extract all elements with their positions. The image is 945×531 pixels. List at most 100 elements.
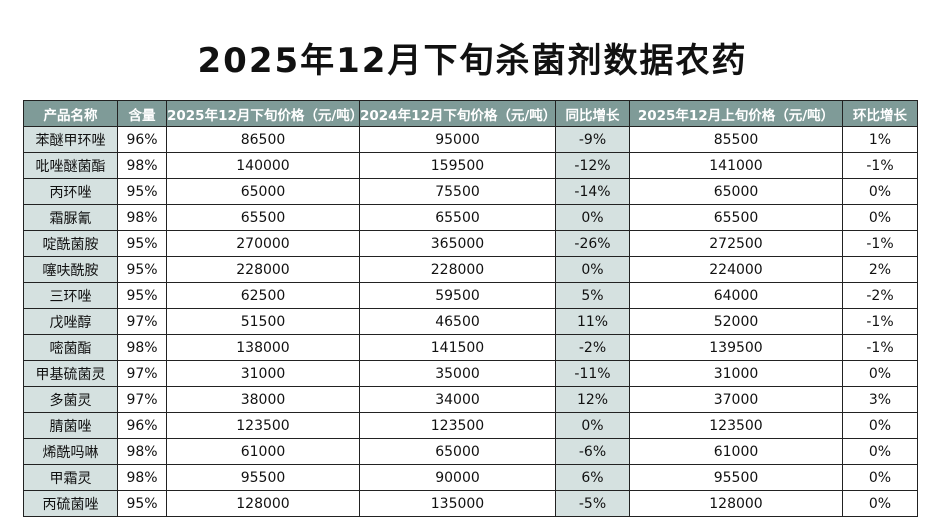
price-2024-late-dec-cell: 95000 [359,126,556,153]
table-row: 嘧菌酯 98% 138000 141500 -2% 139500 -1% [23,334,918,361]
table-row: 吡唑醚菌酯 98% 140000 159500 -12% 141000 -1% [23,152,918,179]
table-row: 烯酰吗啉 98% 61000 65000 -6% 61000 0% [23,438,918,465]
mom-growth-cell: -1% [842,152,918,179]
price-2024-late-dec-cell: 65500 [359,204,556,231]
product-name-cell: 腈菌唑 [23,412,118,439]
product-name-cell: 噻呋酰胺 [23,256,118,283]
product-name-cell: 啶酰菌胺 [23,230,118,257]
price-2025-late-dec-cell: 86500 [166,126,360,153]
yoy-growth-cell: -5% [555,490,630,517]
price-2025-early-dec-cell: 61000 [629,438,843,465]
column-header-yoy-growth: 同比增长 [555,100,630,127]
price-2025-early-dec-cell: 64000 [629,282,843,309]
price-2025-late-dec-cell: 123500 [166,412,360,439]
table-row: 霜脲氰 98% 65500 65500 0% 65500 0% [23,204,918,231]
price-2025-early-dec-cell: 141000 [629,152,843,179]
content-cell: 96% [117,412,167,439]
yoy-growth-cell: -9% [555,126,630,153]
content-cell: 98% [117,334,167,361]
content-cell: 95% [117,490,167,517]
price-2025-early-dec-cell: 65000 [629,178,843,205]
price-2025-early-dec-cell: 85500 [629,126,843,153]
price-2024-late-dec-cell: 123500 [359,412,556,439]
price-2025-late-dec-cell: 128000 [166,490,360,517]
yoy-growth-cell: 11% [555,308,630,335]
column-header-product: 产品名称 [23,100,118,127]
price-2025-late-dec-cell: 31000 [166,360,360,387]
content-cell: 95% [117,230,167,257]
table-row: 噻呋酰胺 95% 228000 228000 0% 224000 2% [23,256,918,283]
price-2025-late-dec-cell: 65500 [166,204,360,231]
price-2025-early-dec-cell: 37000 [629,386,843,413]
table-row: 腈菌唑 96% 123500 123500 0% 123500 0% [23,412,918,439]
content-cell: 96% [117,126,167,153]
table-header-row: 产品名称 含量 2025年12月下旬价格（元/吨） 2024年12月下旬价格（元… [23,100,918,127]
yoy-growth-cell: 5% [555,282,630,309]
yoy-growth-cell: -12% [555,152,630,179]
product-name-cell: 多菌灵 [23,386,118,413]
product-name-cell: 丙环唑 [23,178,118,205]
content-cell: 97% [117,308,167,335]
mom-growth-cell: 0% [842,490,918,517]
price-2024-late-dec-cell: 35000 [359,360,556,387]
table-row: 多菌灵 97% 38000 34000 12% 37000 3% [23,386,918,413]
table-row: 苯醚甲环唑 96% 86500 95000 -9% 85500 1% [23,126,918,153]
content-cell: 98% [117,204,167,231]
page-title: 2025年12月下旬杀菌剂数据农药 [197,41,748,81]
price-2025-late-dec-cell: 95500 [166,464,360,491]
mom-growth-cell: 3% [842,386,918,413]
content-cell: 98% [117,438,167,465]
price-2024-late-dec-cell: 228000 [359,256,556,283]
content-cell: 97% [117,386,167,413]
table-body: 苯醚甲环唑 96% 86500 95000 -9% 85500 1% 吡唑醚菌酯 98% 1400… [23,126,918,517]
yoy-growth-cell: 6% [555,464,630,491]
table-row: 丙环唑 95% 65000 75500 -14% 65000 0% [23,178,918,205]
mom-growth-cell: -1% [842,334,918,361]
price-2024-late-dec-cell: 46500 [359,308,556,335]
product-name-cell: 霜脲氰 [23,204,118,231]
yoy-growth-cell: 0% [555,256,630,283]
price-2025-late-dec-cell: 38000 [166,386,360,413]
mom-growth-cell: -1% [842,308,918,335]
price-2024-late-dec-cell: 34000 [359,386,556,413]
mom-growth-cell: 0% [842,204,918,231]
product-name-cell: 吡唑醚菌酯 [23,152,118,179]
product-name-cell: 三环唑 [23,282,118,309]
yoy-growth-cell: -11% [555,360,630,387]
price-2025-early-dec-cell: 31000 [629,360,843,387]
price-table: 产品名称 含量 2025年12月下旬价格（元/吨） 2024年12月下旬价格（元… [23,100,918,517]
price-2025-late-dec-cell: 51500 [166,308,360,335]
price-2025-late-dec-cell: 228000 [166,256,360,283]
table-row: 甲基硫菌灵 97% 31000 35000 -11% 31000 0% [23,360,918,387]
table-row: 丙硫菌唑 95% 128000 135000 -5% 128000 0% [23,490,918,517]
price-2025-late-dec-cell: 65000 [166,178,360,205]
yoy-growth-cell: 12% [555,386,630,413]
product-name-cell: 戊唑醇 [23,308,118,335]
column-header-price-2024-late-dec: 2024年12月下旬价格（元/吨） [359,100,556,127]
product-name-cell: 甲基硫菌灵 [23,360,118,387]
mom-growth-cell: 0% [842,178,918,205]
column-header-mom-growth: 环比增长 [842,100,918,127]
column-header-price-2025-early-dec: 2025年12月上旬价格（元/吨） [629,100,843,127]
product-name-cell: 甲霜灵 [23,464,118,491]
product-name-cell: 嘧菌酯 [23,334,118,361]
yoy-growth-cell: 0% [555,204,630,231]
yoy-growth-cell: -2% [555,334,630,361]
table-row: 啶酰菌胺 95% 270000 365000 -26% 272500 -1% [23,230,918,257]
table-row: 戊唑醇 97% 51500 46500 11% 52000 -1% [23,308,918,335]
price-2025-late-dec-cell: 62500 [166,282,360,309]
price-2025-early-dec-cell: 272500 [629,230,843,257]
price-2025-early-dec-cell: 128000 [629,490,843,517]
mom-growth-cell: 2% [842,256,918,283]
content-cell: 97% [117,360,167,387]
table-row: 三环唑 95% 62500 59500 5% 64000 -2% [23,282,918,309]
price-2024-late-dec-cell: 75500 [359,178,556,205]
column-header-price-2025-late-dec: 2025年12月下旬价格（元/吨） [166,100,360,127]
mom-growth-cell: -2% [842,282,918,309]
price-2024-late-dec-cell: 135000 [359,490,556,517]
price-2024-late-dec-cell: 65000 [359,438,556,465]
content-cell: 98% [117,152,167,179]
yoy-growth-cell: -14% [555,178,630,205]
price-2024-late-dec-cell: 141500 [359,334,556,361]
price-2025-late-dec-cell: 138000 [166,334,360,361]
